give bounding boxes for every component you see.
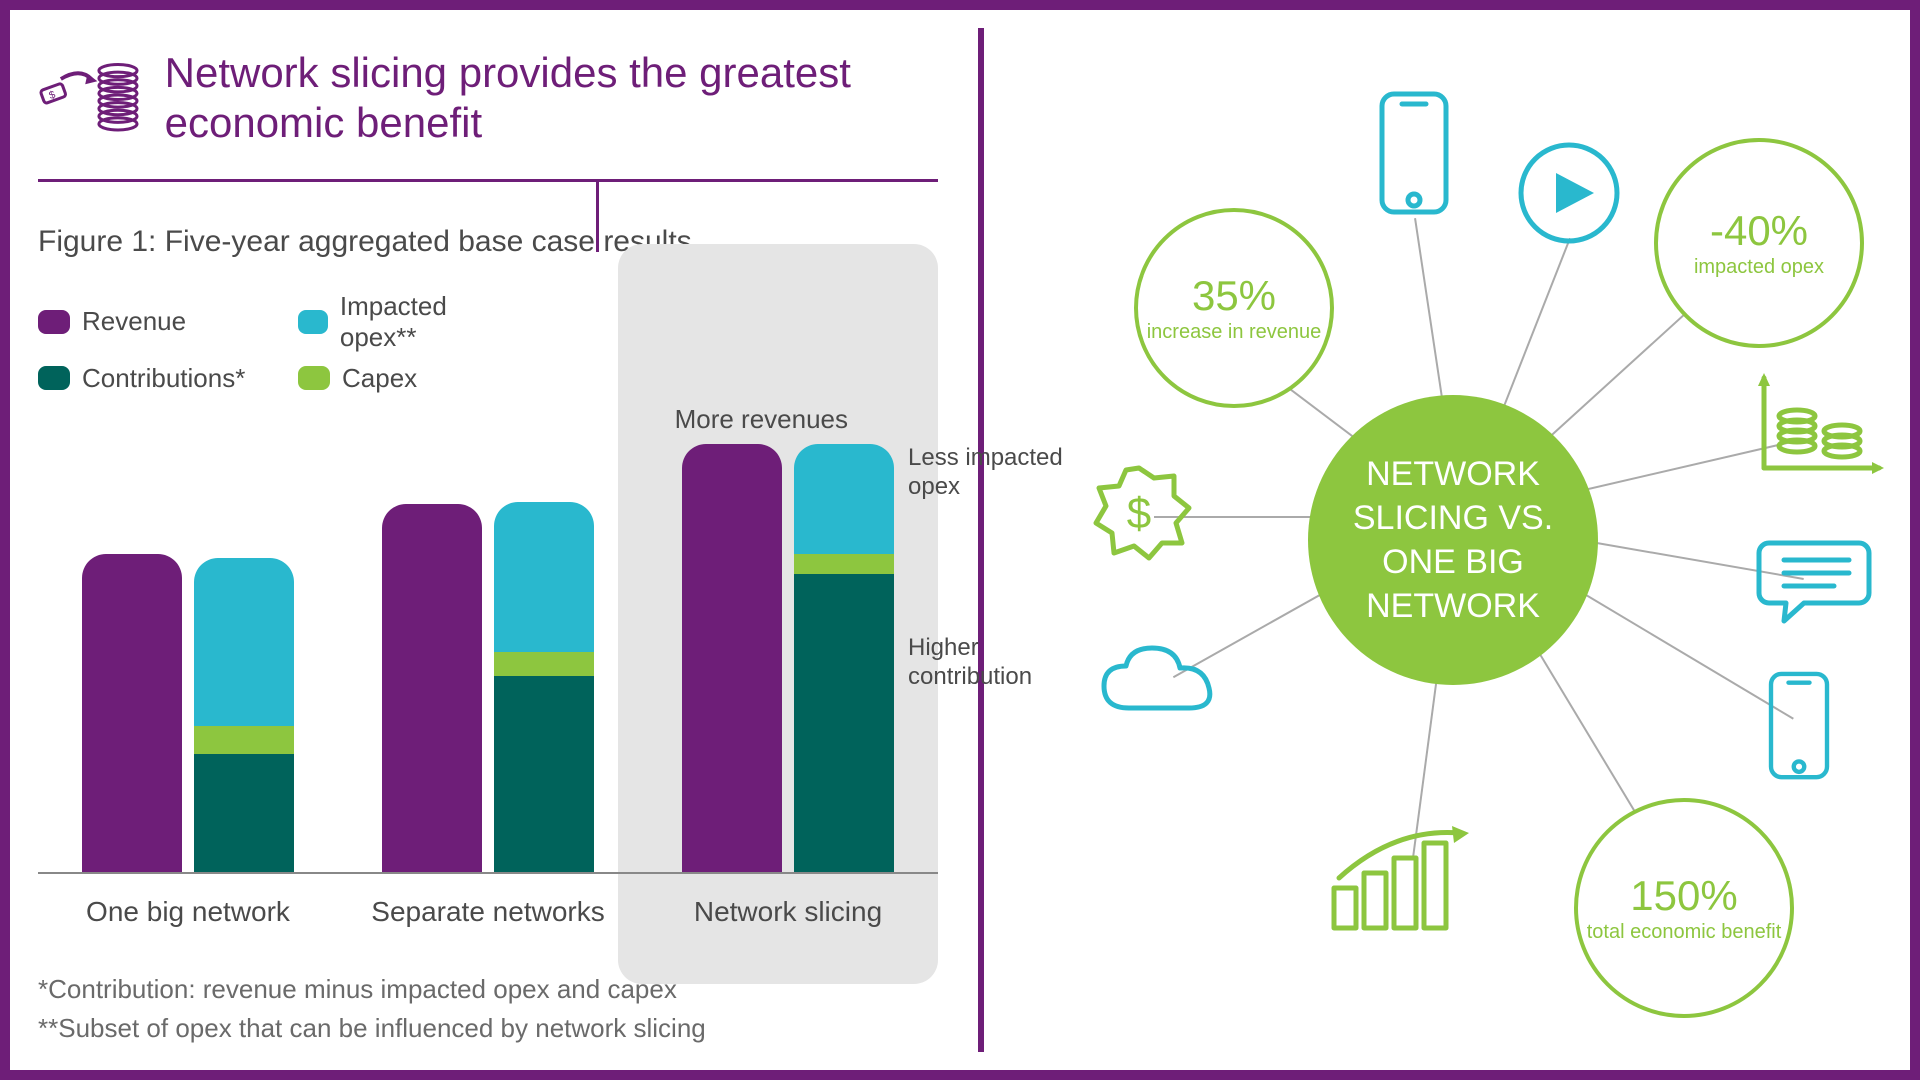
stat-value: 35% — [1192, 272, 1276, 320]
stacked-bar — [794, 444, 894, 874]
annotation-more-revenues: More revenues — [675, 404, 848, 435]
legend-label: Capex — [342, 363, 417, 394]
stat-label: increase in revenue — [1147, 321, 1322, 344]
hub-center: NETWORK SLICING VS. ONE BIG NETWORK — [1308, 395, 1598, 685]
header: $ Network slicing provides the greatest … — [28, 28, 948, 179]
legend-item: Capex — [298, 363, 518, 394]
legend-swatch — [38, 366, 70, 390]
bar-segment-capex — [194, 726, 294, 754]
legend-label: Impacted opex** — [340, 291, 518, 353]
legend-swatch — [38, 310, 70, 334]
stat-circle: 35% increase in revenue — [1134, 208, 1334, 408]
legend: Revenue Impacted opex** Contributions* C… — [28, 281, 548, 414]
annotations: Less impacted opex Higher contribution — [908, 394, 1088, 874]
bar-segment-contributions — [194, 754, 294, 874]
speech-bubble-icon — [1754, 528, 1874, 633]
chart-group: More revenues Less impacted opex Higher … — [658, 444, 918, 874]
divider — [38, 179, 938, 182]
legend-swatch — [298, 310, 328, 334]
stacked-bar — [194, 558, 294, 874]
bar-segment-opex — [794, 444, 894, 554]
revenue-bar — [682, 444, 782, 874]
bar-segment-opex — [194, 558, 294, 726]
bar-segment-capex — [494, 652, 594, 676]
cloud-icon — [1094, 638, 1224, 733]
revenue-bar — [382, 504, 482, 874]
stat-value: -40% — [1710, 207, 1808, 255]
dollar-badge-icon: $ — [1084, 458, 1194, 573]
divider-stem — [596, 182, 599, 252]
money-growth-icon — [1754, 368, 1884, 483]
bar-segment-opex — [494, 502, 594, 652]
hub-infographic: NETWORK SLICING VS. ONE BIG NETWORK 35% … — [1014, 28, 1892, 1052]
bar-chart: More revenues Less impacted opex Higher … — [38, 414, 938, 874]
stat-label: impacted opex — [1694, 256, 1824, 279]
bar-segment-contributions — [494, 676, 594, 874]
play-icon — [1514, 138, 1624, 253]
annotation-less-opex: Less impacted opex — [908, 444, 1088, 502]
phone-icon-2 — [1764, 668, 1834, 788]
stat-value: 150% — [1630, 872, 1737, 920]
stacked-bar — [494, 502, 594, 874]
legend-item: Contributions* — [38, 363, 258, 394]
bar-segment-capex — [794, 554, 894, 574]
chart-group — [58, 554, 318, 874]
x-axis-labels: One big network Separate networks Network … — [28, 874, 948, 930]
coins-stack-icon: $ — [38, 48, 145, 148]
legend-item: Revenue — [38, 291, 258, 353]
right-panel: NETWORK SLICING VS. ONE BIG NETWORK 35% … — [978, 28, 1892, 1052]
stat-circle: -40% impacted opex — [1654, 138, 1864, 348]
legend-label: Revenue — [82, 306, 186, 337]
outer-frame: $ Network slicing provides the greatest … — [0, 0, 1920, 1080]
stat-circle: 150% total economic benefit — [1574, 798, 1794, 1018]
x-axis-label: One big network — [58, 894, 318, 930]
legend-label: Contributions* — [82, 363, 245, 394]
bar-segment-contributions — [794, 574, 894, 874]
legend-item: Impacted opex** — [298, 291, 518, 353]
chart-group — [358, 502, 618, 874]
svg-text:$: $ — [1127, 489, 1151, 538]
bar-chart-up-icon — [1324, 818, 1474, 943]
revenue-bar — [82, 554, 182, 874]
page-title: Network slicing provides the greatest ec… — [165, 48, 938, 149]
annotation-higher-contribution: Higher contribution — [908, 634, 1088, 692]
svg-text:$: $ — [47, 89, 57, 102]
stat-label: total economic benefit — [1587, 921, 1782, 944]
main-container: $ Network slicing provides the greatest … — [28, 28, 1892, 1052]
phone-icon — [1374, 88, 1454, 223]
legend-swatch — [298, 366, 330, 390]
left-panel: $ Network slicing provides the greatest … — [28, 28, 948, 1052]
footnote: **Subset of opex that can be influenced … — [38, 1009, 938, 1048]
x-axis-label: Separate networks — [358, 894, 618, 930]
x-axis-label: Network slicing — [658, 894, 918, 930]
